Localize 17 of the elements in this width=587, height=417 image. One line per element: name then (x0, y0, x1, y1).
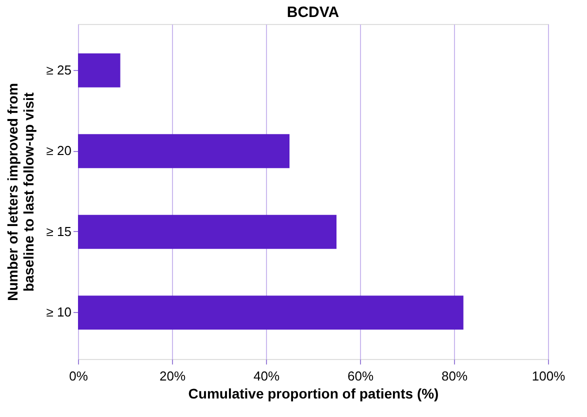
x-tick-label: 0% (69, 368, 88, 384)
y-tick-label: ≥ 10 (46, 304, 72, 320)
x-tick-label: 20% (159, 368, 186, 384)
x-tick-label: 40% (253, 368, 280, 384)
bar (78, 134, 290, 168)
chart-title: BCDVA (286, 4, 340, 21)
bar (78, 214, 336, 249)
y-tick-label: ≥ 15 (46, 224, 72, 239)
y-tick-label: ≥ 25 (46, 62, 72, 78)
y-axis-title: Number of letters improved from baseline to last follow-up visit (4, 83, 36, 301)
x-tick-label: 60% (347, 368, 374, 384)
x-tick-label: 100% (532, 368, 566, 384)
x-axis-title: Cumulative proportion of patients (%) (188, 386, 439, 402)
bar (78, 296, 464, 330)
x-tick-label: 80% (441, 368, 468, 384)
bar (78, 53, 120, 88)
y-tick-label: ≥ 20 (46, 143, 72, 158)
